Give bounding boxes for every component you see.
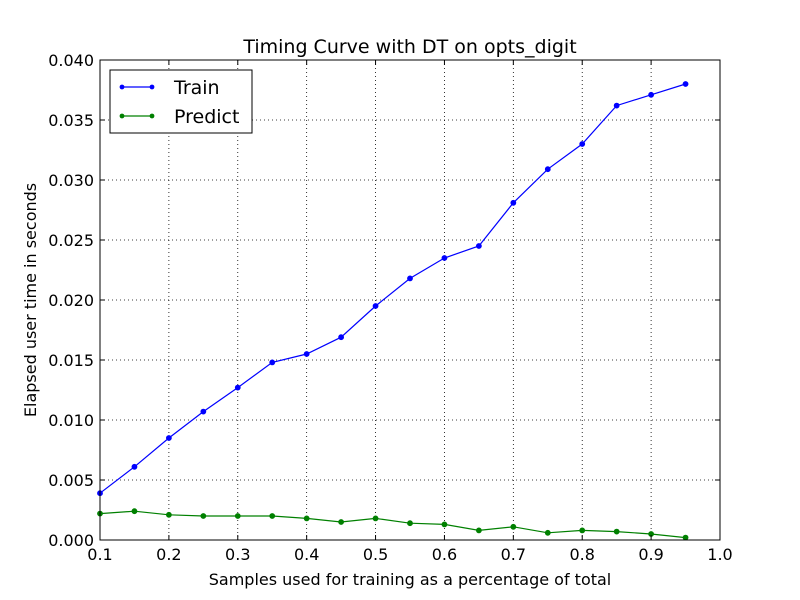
data-point-train: [269, 359, 276, 366]
y-tick-label: 0.035: [48, 111, 94, 130]
data-point-train: [613, 102, 620, 109]
legend-marker-predict: [119, 113, 125, 119]
data-point-predict: [303, 515, 310, 522]
data-point-train: [510, 199, 517, 206]
legend-marker-train: [119, 84, 125, 90]
legend-marker-train: [149, 84, 155, 90]
series-line-train: [99, 83, 686, 494]
y-tick-label: 0.015: [48, 351, 94, 370]
data-point-predict: [544, 529, 551, 536]
legend-label-train: Train: [173, 77, 220, 99]
data-point-predict: [372, 515, 379, 522]
x-tick-label: 0.8: [569, 545, 594, 564]
data-point-predict: [613, 528, 620, 535]
data-point-train: [544, 166, 551, 173]
grid: [100, 60, 720, 540]
chart-title: Timing Curve with DT on opts_digit: [242, 36, 576, 58]
ticks: 0.1 0.2 0.3 0.4 0.5 0.6 0.7 0.8 0.9 1.0 0.000 0.005…: [48, 51, 733, 564]
x-tick-label: 1.0: [707, 545, 732, 564]
x-tick-label: 0.4: [294, 545, 319, 564]
data-point-train: [372, 303, 379, 309]
data-point-train: [475, 243, 482, 249]
legend-marker-predict: [149, 113, 155, 119]
x-tick-label: 0.2: [156, 545, 181, 564]
y-tick-label: 0.005: [48, 471, 94, 490]
x-tick-label: 0.7: [501, 545, 526, 564]
y-tick-label: 0.030: [48, 171, 94, 190]
data-point-predict: [165, 511, 172, 518]
x-tick-label: 0.6: [432, 545, 457, 564]
data-point-train: [234, 384, 241, 391]
data-point-train: [407, 275, 413, 282]
series-layer: [97, 81, 689, 541]
data-point-predict: [131, 508, 138, 515]
x-tick-label: 0.3: [225, 545, 250, 564]
data-point-train: [441, 255, 448, 261]
data-point-predict: [338, 519, 345, 525]
y-tick-label: 0.020: [48, 291, 94, 310]
legend-box: [109, 69, 253, 134]
data-point-train: [579, 141, 586, 147]
x-tick-label: 0.5: [363, 545, 388, 564]
y-tick-label: 0.040: [48, 51, 94, 70]
y-tick-label: 0.025: [48, 231, 94, 250]
x-tick-label: 0.9: [638, 545, 663, 564]
data-point-predict: [441, 521, 448, 528]
y-axis-label: Elapsed user time in seconds: [21, 183, 40, 417]
data-point-train: [165, 435, 172, 441]
data-point-predict: [510, 523, 517, 530]
legend-label-predict: Predict: [174, 106, 239, 128]
x-tick-label: 0.1: [87, 545, 112, 564]
data-point-train: [131, 463, 138, 470]
data-point-predict: [269, 513, 276, 519]
legend: Train Predict: [109, 69, 253, 134]
series-line-predict: [99, 510, 686, 539]
data-point-train: [648, 91, 655, 98]
data-point-train: [338, 334, 345, 341]
data-point-predict: [579, 527, 586, 534]
data-point-predict: [200, 513, 207, 519]
data-point-predict: [682, 534, 689, 541]
data-point-train: [200, 408, 207, 415]
data-point-train: [303, 351, 310, 357]
data-point-predict: [234, 513, 241, 519]
x-axis-label: Samples used for training as a percentag…: [209, 570, 612, 589]
y-tick-label: 0.010: [48, 411, 94, 430]
y-tick-label: 0.000: [48, 531, 94, 550]
data-point-predict: [407, 520, 413, 527]
data-point-predict: [475, 527, 482, 534]
data-point-train: [682, 81, 689, 87]
